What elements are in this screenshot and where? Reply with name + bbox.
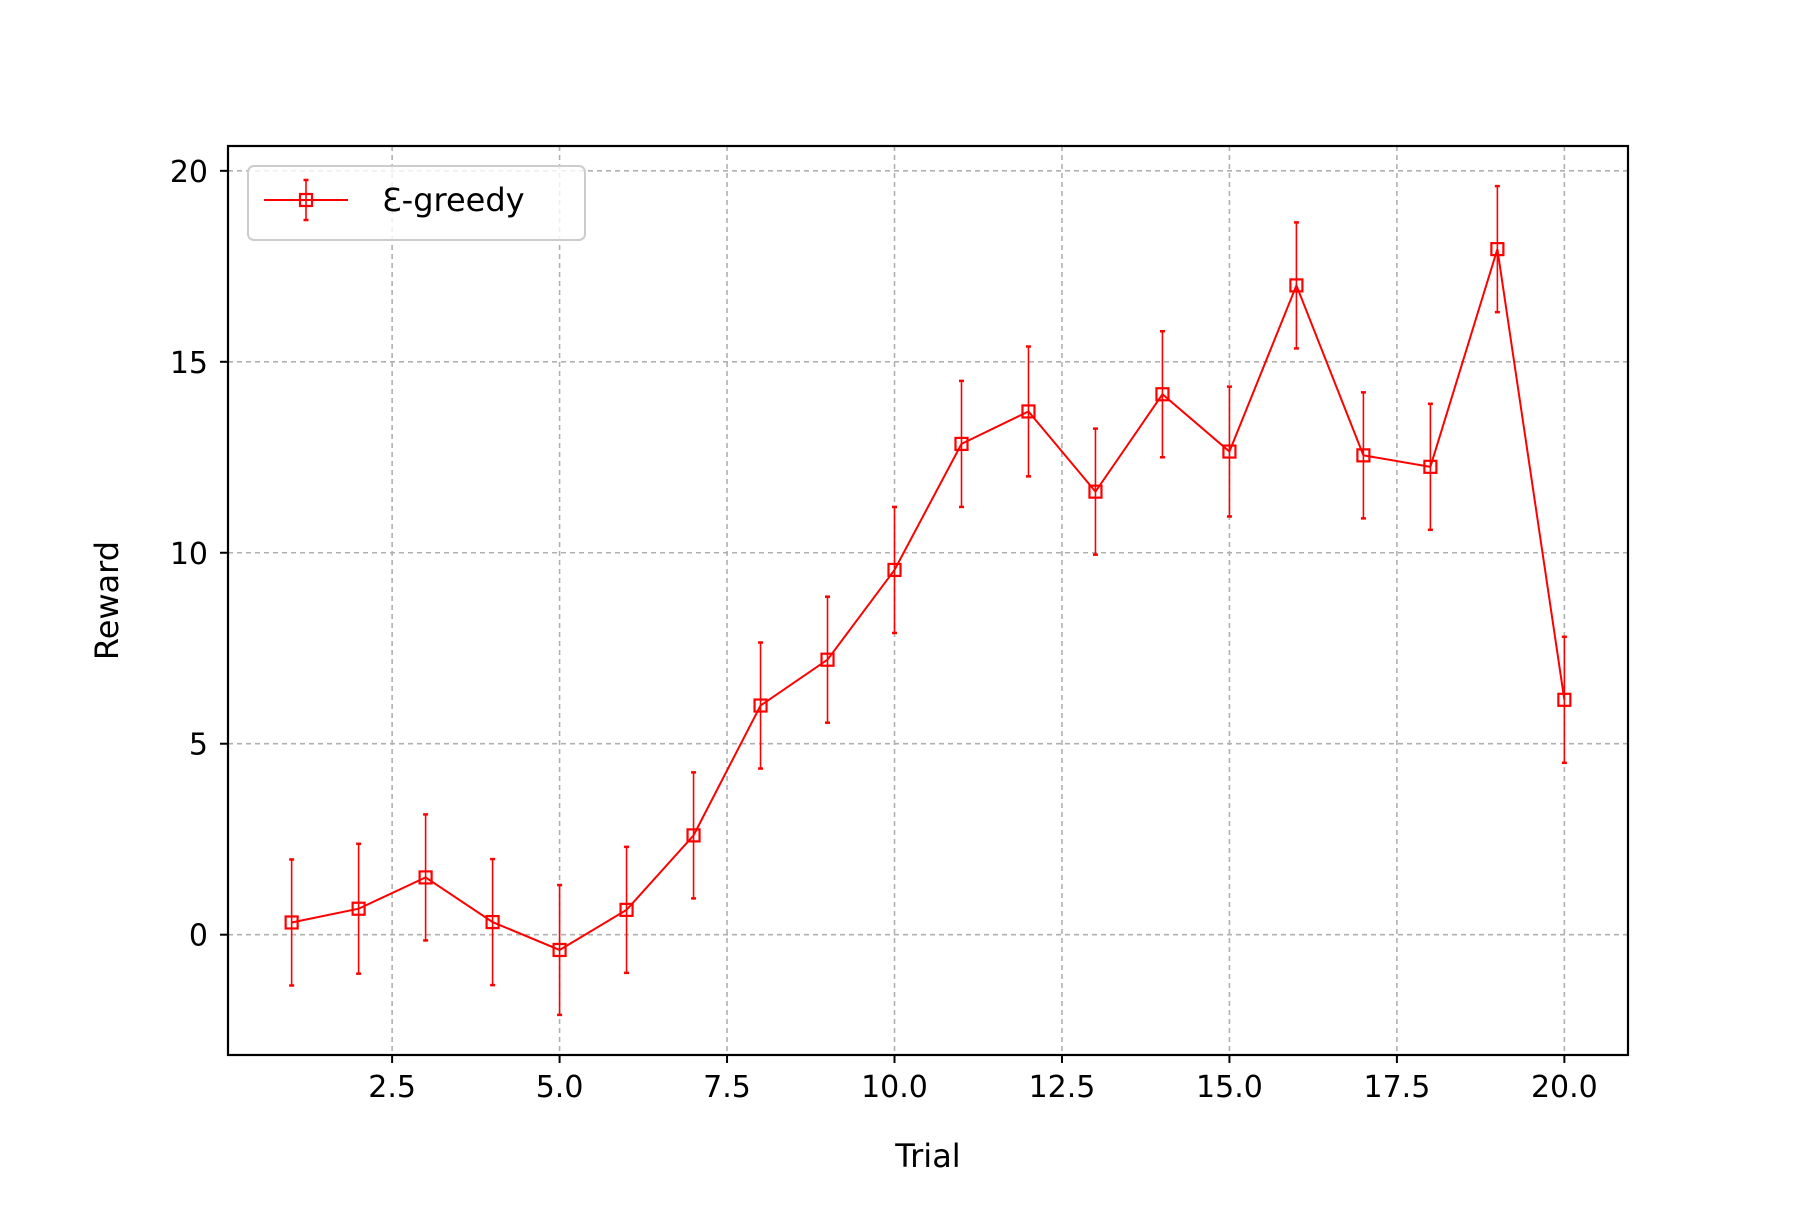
x-tick-label: 10.0 <box>861 1070 928 1105</box>
legend: Ɛ-greedy <box>247 165 586 241</box>
data-point-marker <box>686 828 701 843</box>
legend-label: Ɛ-greedy <box>382 181 525 219</box>
data-point-marker <box>1356 448 1371 463</box>
data-point-marker <box>485 914 500 930</box>
legend-box <box>247 165 586 241</box>
x-tick-label: 20.0 <box>1531 1070 1598 1105</box>
data-point-marker <box>619 902 634 917</box>
data-point-marker <box>1088 484 1103 499</box>
data-point-marker <box>887 562 902 578</box>
x-tick-label: 5.0 <box>536 1070 584 1105</box>
x-tick-label: 15.0 <box>1196 1070 1263 1105</box>
series-layer <box>284 184 1572 1017</box>
data-point-marker <box>954 436 969 452</box>
series-line <box>291 248 1566 952</box>
y-tick-label: 20 <box>170 155 208 190</box>
legend-marker <box>298 192 314 208</box>
data-point-marker <box>552 942 567 958</box>
plot-frame <box>226 144 1630 1057</box>
tick-layer: 2.5 5.0 7.5 10.0 12.5 15.0 17.5 20.0 0 5 10 15 20 <box>170 155 1598 1105</box>
x-tick-label: 17.5 <box>1364 1070 1431 1105</box>
grid-layer <box>228 146 1628 1055</box>
data-point-marker <box>1289 278 1304 293</box>
x-tick-label: 2.5 <box>368 1070 416 1105</box>
data-point-marker <box>1021 404 1036 419</box>
data-point-marker <box>1222 444 1237 459</box>
y-tick-label: 0 <box>189 919 208 954</box>
data-point-marker <box>820 652 835 667</box>
x-axis-label: Trial <box>894 1137 960 1175</box>
y-tick-label: 15 <box>170 346 208 381</box>
data-point-marker <box>1557 692 1572 707</box>
data-point-marker <box>351 901 366 916</box>
y-tick-label: 10 <box>170 537 208 572</box>
data-point-marker <box>1490 242 1505 257</box>
x-tick-label: 7.5 <box>703 1070 751 1105</box>
y-axis-label: Reward <box>88 541 126 660</box>
error-bar <box>289 858 295 987</box>
y-tick-label: 5 <box>189 728 208 763</box>
x-tick-label: 12.5 <box>1029 1070 1096 1105</box>
legend-swatch <box>264 178 348 222</box>
data-point-marker <box>1423 459 1438 474</box>
data-point-marker <box>418 870 433 885</box>
data-point-marker <box>284 915 299 930</box>
data-point-marker <box>753 698 768 713</box>
data-point-marker <box>1155 387 1170 402</box>
